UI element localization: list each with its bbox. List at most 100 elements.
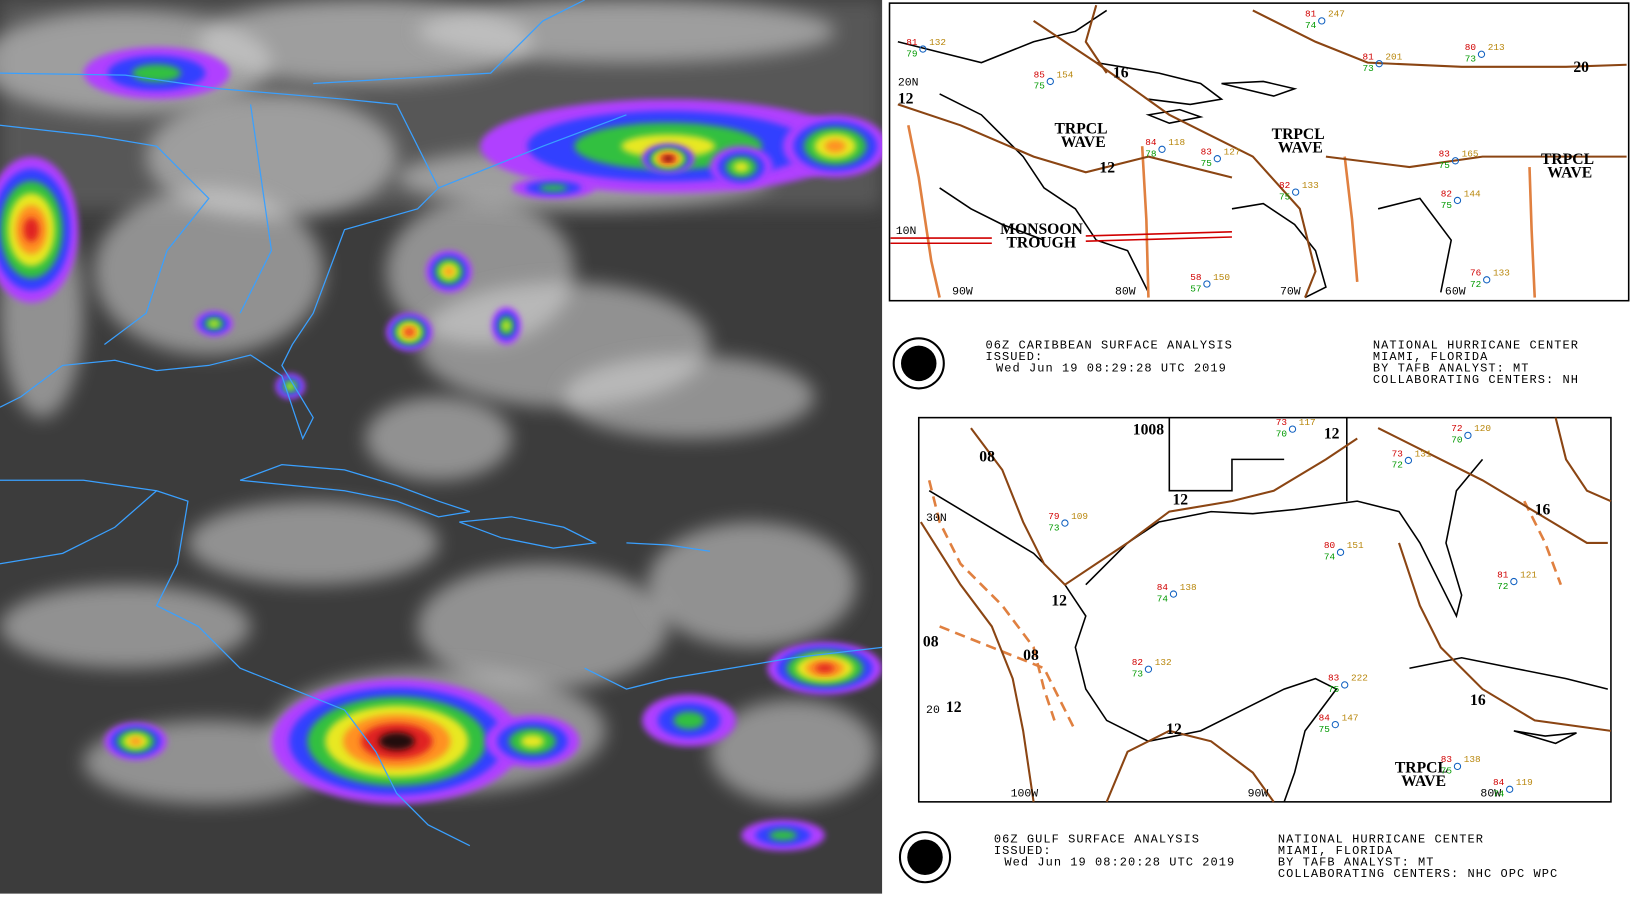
station-temp: 81 — [1362, 52, 1374, 63]
lon-label: 70W — [1280, 285, 1301, 298]
isobar-label: 20 — [1573, 59, 1589, 76]
station-dewpoint: 73 — [1465, 54, 1477, 65]
satellite-image — [0, 0, 883, 894]
coastline — [0, 479, 157, 492]
station-marker — [1341, 681, 1349, 689]
isobar — [1252, 9, 1627, 68]
isobar — [1033, 20, 1317, 298]
convective-cell — [23, 217, 40, 242]
monsoon-trough — [1085, 236, 1232, 242]
convective-cell — [815, 663, 835, 673]
convective-cell — [502, 321, 511, 331]
cloud — [647, 522, 857, 648]
station-pressure: 144 — [1464, 188, 1481, 199]
station-temp: 85 — [1034, 69, 1046, 80]
caption-issued: ISSUED: — [994, 844, 1052, 858]
feature-label: WAVE — [1061, 134, 1106, 151]
station-pressure: 147 — [1342, 712, 1359, 723]
feature-label: WAVE — [1547, 164, 1592, 181]
isobar — [897, 103, 1233, 179]
station-temp: 84 — [1145, 137, 1157, 148]
coastline — [626, 542, 711, 552]
convective-cell — [673, 711, 705, 730]
convective-cell — [824, 139, 846, 153]
station-temp: 73 — [1276, 417, 1288, 428]
coastline — [0, 490, 471, 847]
cloud — [417, 0, 836, 63]
station-marker — [1404, 456, 1413, 465]
station-marker — [1336, 548, 1345, 556]
station-marker — [1464, 431, 1472, 440]
station-dewpoint: 73 — [1362, 63, 1374, 74]
isobar — [970, 427, 1358, 587]
station-pressure: 165 — [1462, 149, 1479, 160]
station-dewpoint: 73 — [1132, 669, 1144, 680]
station-temp: 82 — [1279, 180, 1290, 191]
coastline — [239, 104, 273, 314]
station-pressure: 154 — [1057, 69, 1074, 80]
tropical-wave — [907, 125, 941, 298]
station-dewpoint: 74 — [1493, 789, 1505, 800]
station-pressure: 151 — [1347, 540, 1364, 551]
station-marker — [1483, 276, 1491, 284]
station-pressure: 132 — [929, 37, 946, 48]
station-temp: 76 — [1470, 268, 1482, 279]
isobar — [1398, 542, 1612, 732]
station-pressure: 222 — [1351, 673, 1368, 684]
isobar-label: 12 — [898, 90, 914, 107]
feature-label: TRPCL — [1395, 760, 1448, 777]
station-marker — [1213, 155, 1221, 163]
caption-collab: COLLABORATING CENTERS: NHC OPC WPC — [1278, 867, 1558, 881]
station-pressure: 247 — [1328, 9, 1345, 20]
isobar-label: 08 — [979, 448, 995, 465]
station-marker — [1291, 188, 1300, 196]
convective-cell — [286, 383, 294, 390]
station-temp: 83 — [1439, 149, 1451, 160]
station-marker — [1375, 60, 1383, 68]
station-pressure: 133 — [1493, 268, 1510, 279]
station-marker — [1144, 665, 1153, 673]
station-pressure: 133 — [1302, 180, 1319, 191]
station-pressure: 109 — [1071, 511, 1088, 522]
station-marker — [1158, 145, 1166, 153]
coastline — [1377, 197, 1453, 293]
cloud — [0, 584, 251, 669]
station-marker — [1451, 157, 1460, 165]
caption-title: 06Z CARIBBEAN SURFACE ANALYSIS — [986, 339, 1233, 353]
coastline — [1168, 417, 1285, 492]
convective-cell — [378, 732, 415, 751]
station-temp: 73 — [1392, 448, 1404, 459]
coastline — [313, 0, 585, 85]
station-dewpoint: 79 — [906, 48, 917, 59]
cloud — [187, 501, 439, 585]
coastline — [1409, 656, 1609, 690]
station-marker — [1453, 762, 1462, 771]
lat-label: 20 — [926, 704, 940, 717]
coastline — [1221, 80, 1298, 97]
lon-label: 80W — [1115, 285, 1136, 298]
station-temp: 72 — [1451, 423, 1462, 434]
isobar — [1084, 4, 1108, 74]
lon-label: 90W — [952, 285, 973, 298]
station-dewpoint: 72 — [1392, 460, 1403, 471]
station-pressure: 127 — [1224, 147, 1241, 158]
station-dewpoint: 75 — [1319, 724, 1331, 735]
caption-center: NATIONAL HURRICANE CENTER — [1373, 339, 1579, 353]
isobar-label: 16 — [1113, 64, 1129, 81]
convective-cell — [733, 161, 750, 173]
coastline — [939, 187, 1045, 241]
station-pressure: 201 — [1385, 52, 1402, 63]
convective-cell — [129, 737, 142, 746]
trough — [1523, 500, 1563, 586]
isobar — [1105, 729, 1275, 803]
coastline — [1145, 108, 1204, 125]
isobar-label: 16 — [1470, 692, 1486, 709]
caption-title: 06Z GULF SURFACE ANALYSIS — [994, 833, 1200, 847]
convective-cell — [209, 320, 219, 327]
noaa-logo-inner — [907, 839, 943, 875]
convective-cell — [520, 734, 545, 748]
tropical-wave — [1343, 156, 1359, 283]
station-marker — [1169, 590, 1178, 598]
isobar-label: 12 — [1099, 159, 1115, 176]
